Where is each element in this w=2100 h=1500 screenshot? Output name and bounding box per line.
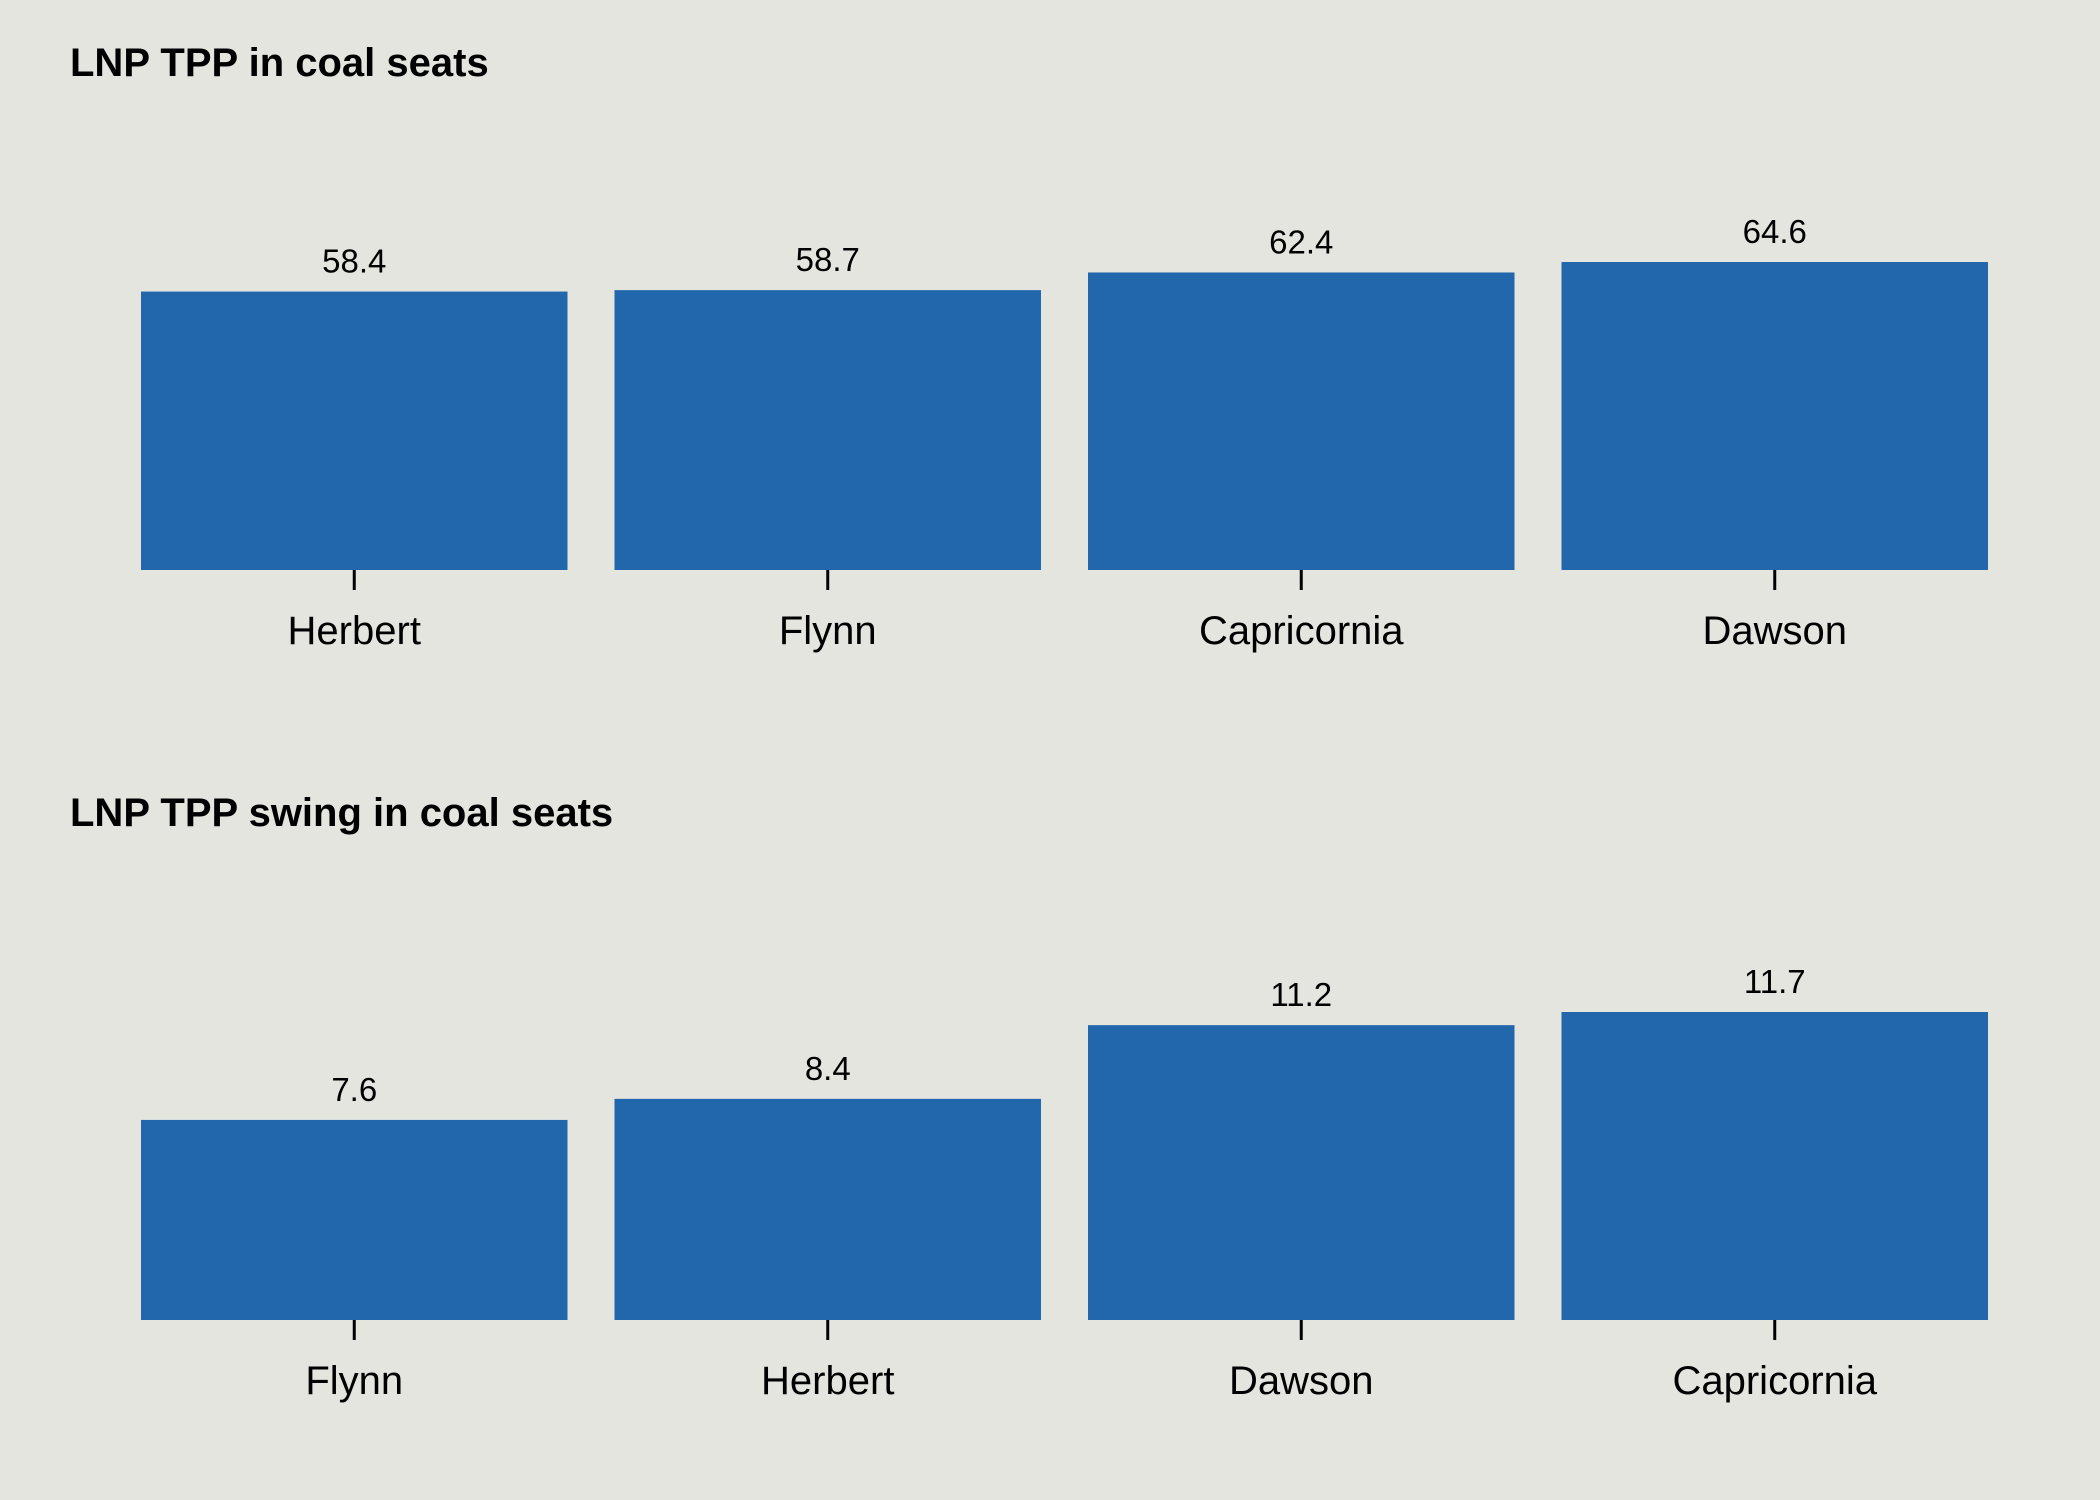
bar-chart-swing: 7.6 Flynn 8.4 Herbert 11.2 Dawson 11.7 Capricor… [141, 963, 1988, 1403]
data-label: 58.7 [796, 241, 860, 278]
x-tick-label: Capricornia [1199, 609, 1404, 653]
data-label: 64.6 [1743, 213, 1807, 250]
chart-title-swing: LNP TPP swing in coal seats [70, 791, 614, 835]
bar-flynn [141, 1119, 568, 1320]
bar-dawson [1088, 1025, 1515, 1320]
x-tick-label: Herbert [761, 1359, 894, 1403]
data-label: 8.4 [805, 1050, 851, 1087]
data-label: 58.4 [322, 243, 386, 280]
bar-chart-tpp: 58.4 Herbert 58.7 Flynn 62.4 Capricornia 64.6 D… [141, 213, 1988, 653]
data-label: 62.4 [1269, 223, 1333, 260]
data-label: 7.6 [331, 1071, 377, 1108]
bar-herbert [141, 291, 568, 570]
bar-dawson [1561, 262, 1988, 570]
x-tick-label: Capricornia [1672, 1359, 1877, 1403]
x-tick-label: Flynn [779, 609, 877, 653]
bar-flynn [614, 290, 1041, 570]
x-tick-label: Dawson [1229, 1359, 1374, 1403]
bar-capricornia [1561, 1012, 1988, 1320]
bar-capricornia [1088, 272, 1515, 570]
data-label: 11.2 [1270, 976, 1332, 1013]
chart-title-tpp: LNP TPP in coal seats [70, 41, 489, 85]
data-label: 11.7 [1744, 963, 1806, 1000]
x-tick-label: Dawson [1702, 609, 1847, 653]
x-tick-label: Flynn [305, 1359, 403, 1403]
bar-herbert [614, 1098, 1041, 1320]
x-tick-label: Herbert [288, 609, 421, 653]
